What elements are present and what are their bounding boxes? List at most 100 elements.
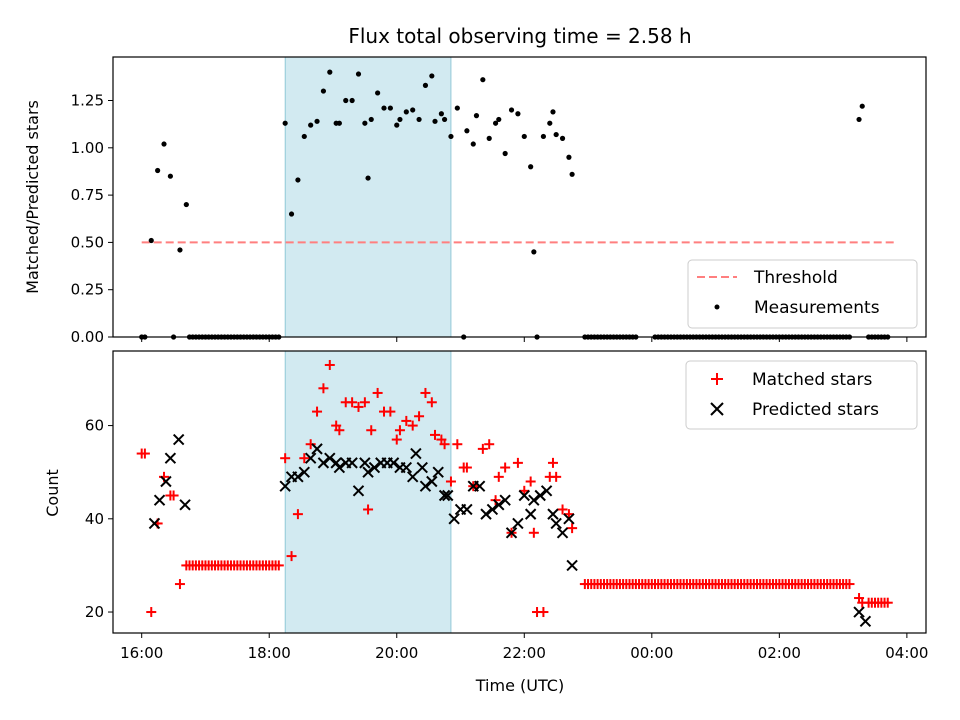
- measurement-point: [314, 118, 320, 124]
- measurement-point: [336, 120, 342, 126]
- predicted-star-point: [333, 461, 346, 474]
- predicted-star-point: [480, 508, 492, 520]
- y-tick-label: 40: [85, 510, 104, 528]
- matched-star-point: [844, 579, 855, 590]
- predicted-star-point: [368, 461, 381, 474]
- measurement-point: [553, 131, 559, 138]
- predicted-star-point: [518, 489, 530, 502]
- measurement-point: [422, 82, 429, 88]
- predicted-star-point: [400, 461, 413, 474]
- bottom-legend-box: [685, 360, 918, 430]
- measurement-point: [394, 122, 400, 128]
- predicted-star-point: [298, 466, 311, 478]
- bottom-x-axis: 16:00 18:00 20:00 22:00 00:00 02:00 04:00: [120, 633, 928, 662]
- predicted-star-point: [556, 527, 569, 539]
- y-tick-label: 0.75: [71, 186, 104, 204]
- predicted-star-point: [505, 527, 518, 539]
- measurement-point: [464, 128, 470, 134]
- bottom-y-axis: 20 40 60: [85, 417, 113, 621]
- predicted-star-point: [547, 508, 559, 520]
- matched-star-point: [551, 471, 562, 482]
- matched-star-point: [168, 490, 179, 501]
- legend-matched-swatch: [711, 373, 723, 385]
- matched-star-point: [567, 523, 578, 534]
- matched-star-point: [391, 434, 402, 445]
- matched-star-point: [292, 509, 303, 520]
- matched-star-point: [484, 439, 495, 450]
- matched-star-point: [420, 387, 431, 398]
- measurement-point: [569, 171, 575, 177]
- predicted-star-point: [406, 471, 419, 483]
- measurement-point: [508, 107, 515, 113]
- measurement-point: [566, 154, 572, 160]
- predicted-star-point: [473, 480, 486, 492]
- measurement-point: [365, 175, 371, 181]
- shaded-region: [284, 56, 452, 338]
- top-legend: Threshold Measurements: [687, 259, 918, 329]
- measurement-point: [473, 113, 480, 119]
- predicted-star-point: [164, 452, 177, 464]
- predicted-star-point: [410, 447, 422, 460]
- measurement-point: [362, 120, 368, 126]
- matched-star-point: [372, 387, 383, 398]
- predicted-star-point: [172, 433, 185, 446]
- predicted-star-point: [153, 494, 166, 506]
- measurement-point: [167, 173, 173, 179]
- matched-star-point: [414, 411, 425, 422]
- measurement-point: [441, 116, 448, 123]
- measurement-point: [282, 120, 288, 126]
- matched-star-point: [557, 504, 568, 515]
- predicted-star-point: [512, 517, 524, 530]
- measurement-point: [410, 107, 416, 113]
- matched-star-point: [882, 597, 893, 608]
- measurement-point: [480, 77, 486, 83]
- measurement-point: [343, 97, 349, 104]
- matched-star-point: [146, 607, 157, 618]
- matched-star-point: [426, 397, 437, 408]
- predicted-star-point: [438, 489, 451, 502]
- top-x-ticks: [141, 337, 908, 342]
- chart-title: Flux total observing time = 2.58 h: [348, 24, 691, 48]
- predicted-star-point: [359, 457, 371, 469]
- shaded-region: [284, 350, 452, 634]
- predicted-star-point: [346, 457, 358, 469]
- matched-star-point: [353, 401, 364, 412]
- x-axis-label: Time (UTC): [475, 676, 564, 695]
- measurement-point: [381, 105, 387, 111]
- matched-star-point: [174, 579, 185, 590]
- measurement-point: [327, 69, 333, 75]
- y-tick-label: 0.00: [71, 328, 104, 346]
- predicted-star-point: [442, 489, 454, 502]
- measurement-point: [183, 201, 189, 208]
- predicted-star-point: [461, 503, 473, 516]
- predicted-star-point: [317, 457, 330, 469]
- matched-star-point: [334, 425, 345, 436]
- bottom-legend: Matched stars Predicted stars: [685, 360, 918, 430]
- predicted-star-point: [416, 461, 428, 474]
- measurement-point: [486, 135, 492, 141]
- measurement-point: [320, 88, 327, 94]
- matched-star-point: [366, 425, 377, 436]
- measurement-point: [387, 105, 393, 111]
- matched-star-point: [359, 397, 370, 408]
- measurement-point: [349, 97, 355, 104]
- predicted-star-point: [563, 513, 575, 525]
- bottom-panel: 20 40 60 16:00 18:00 20:00 22:00 00:00 02:00 04:…: [43, 350, 928, 695]
- measurement-point: [859, 103, 865, 109]
- predicted-star-point: [352, 485, 365, 497]
- matched-star-point: [401, 415, 412, 426]
- measurement-point: [550, 109, 556, 115]
- measurement-point: [375, 90, 381, 96]
- matched-star-point: [318, 383, 329, 394]
- x-tick-label: 22:00: [503, 644, 546, 662]
- measurement-point: [177, 247, 183, 253]
- predicted-star-point: [279, 480, 291, 492]
- matched-star-point: [394, 425, 405, 436]
- top-plot-frame: [112, 56, 927, 338]
- predicted-star-point: [324, 452, 336, 464]
- predicted-star-point: [493, 499, 505, 511]
- measurement-point: [368, 116, 374, 123]
- measurement-point: [531, 249, 537, 255]
- top-y-axis-label: Matched/Predicted stars: [23, 100, 42, 294]
- measurement-point: [521, 133, 527, 140]
